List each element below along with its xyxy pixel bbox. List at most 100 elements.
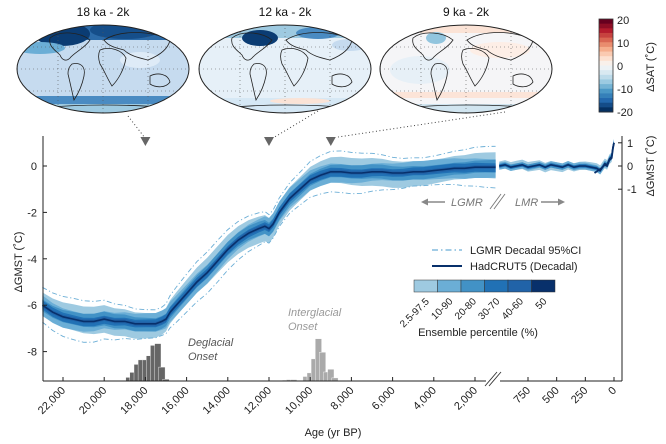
y-tick-label-right: -1 bbox=[627, 184, 637, 196]
colorbar-swatch bbox=[599, 42, 613, 48]
continent-outline bbox=[461, 48, 490, 87]
legend-percentile-title: Ensemble percentile (%) bbox=[418, 327, 538, 339]
right-arrow-icon bbox=[558, 198, 565, 206]
onset-histograms bbox=[125, 338, 339, 382]
continent-outline bbox=[512, 73, 534, 88]
colorbar-swatch bbox=[599, 107, 613, 113]
x-tick-label: 8,000 bbox=[329, 385, 357, 413]
lgmr-lmr-annotation: LGMR LMR bbox=[421, 193, 565, 210]
continent-outline bbox=[412, 32, 454, 61]
legend-percentile-label: 2.5-97.5 bbox=[398, 296, 432, 330]
ensemble-band-20-80 bbox=[42, 159, 496, 332]
y-axis-label-right: ΔGMST (˚C) bbox=[645, 136, 657, 197]
map-markers bbox=[140, 137, 336, 146]
legend-percentile-label: 50 bbox=[534, 296, 550, 312]
colorbar-swatch bbox=[599, 37, 613, 43]
x-tick-label: 2,000 bbox=[452, 385, 480, 413]
colorbar-swatch bbox=[599, 56, 613, 62]
x-tick-label: 0 bbox=[606, 385, 619, 398]
colorbar-swatch bbox=[599, 79, 613, 85]
legend-ci-label: LGMR Decadal 95%CI bbox=[470, 245, 581, 257]
continent-outline bbox=[49, 32, 91, 61]
x-tick-label: 22,000 bbox=[36, 385, 68, 417]
continent-outline bbox=[98, 48, 127, 87]
map-outline bbox=[198, 24, 372, 114]
legend-percentile-swatch bbox=[507, 279, 532, 293]
colorbar-swatch bbox=[599, 93, 613, 99]
map-18ka bbox=[17, 25, 189, 113]
ensemble-bands-lgmr bbox=[41, 145, 496, 343]
y-tick-label-left: -4 bbox=[27, 254, 37, 266]
connector-9ka bbox=[337, 111, 506, 138]
y-axis-label-left: ΔGMST (˚C) bbox=[13, 232, 25, 293]
continent-outline bbox=[285, 32, 353, 61]
legend-percentile-swatch bbox=[437, 279, 462, 293]
colorbar: 20 10 0 -10 -20 ΔSAT (˚C) bbox=[598, 15, 657, 119]
y-tick-label-right: 1 bbox=[627, 138, 633, 150]
colorbar-swatch bbox=[599, 98, 613, 104]
continent-outline bbox=[67, 63, 85, 101]
colorbar-swatch bbox=[599, 19, 613, 25]
map-outline bbox=[16, 24, 190, 114]
ensemble-band-2.5-97.5 bbox=[42, 152, 496, 339]
deglacial-onset-label-line1: Deglacial bbox=[188, 337, 234, 349]
continent-outline bbox=[231, 32, 273, 61]
x-tick-label: 6,000 bbox=[370, 385, 398, 413]
y-tick-label-left: -8 bbox=[27, 347, 37, 359]
legend-percentile-label: 20-80 bbox=[453, 296, 479, 322]
connector-12ka bbox=[272, 110, 319, 139]
interglacial-onset-label-line2: Onset bbox=[288, 321, 318, 333]
colorbar-swatch bbox=[599, 70, 613, 76]
legend-hadcrut-label: HadCRUT5 (Decadal) bbox=[470, 261, 578, 273]
x-tick-label: 12,000 bbox=[242, 385, 274, 417]
axis-break-mark bbox=[484, 371, 498, 387]
colorbar-tick: 0 bbox=[617, 61, 623, 73]
legend-percentile-label: 30-70 bbox=[477, 296, 503, 322]
y-tick-label-left: 0 bbox=[31, 161, 37, 173]
colorbar-swatch bbox=[599, 51, 613, 57]
colorbar-tick: -10 bbox=[617, 84, 633, 96]
interglacial-onset-label-line1: Interglacial bbox=[288, 307, 342, 319]
gmst-chart: 0 -2 -4 -6 -8 1 0 -1 22,000 20,000 18,000 16,000 1… bbox=[13, 136, 657, 439]
legend-percentile-swatch bbox=[531, 279, 556, 293]
map-title-9ka: 9 ka - 2k bbox=[443, 5, 490, 19]
x-tick-label: 750 bbox=[512, 385, 533, 406]
map-connectors bbox=[127, 110, 506, 139]
ensemble-band-30-70 bbox=[499, 141, 614, 173]
colorbar-tick: -20 bbox=[617, 107, 633, 119]
colorbar-swatch bbox=[599, 32, 613, 39]
axis-break-mark bbox=[488, 371, 502, 387]
x-tick-label: 500 bbox=[540, 385, 561, 406]
lgmr-label: LGMR bbox=[451, 197, 483, 209]
legend: LGMR Decadal 95%CI HadCRUT5 (Decadal) 2.… bbox=[398, 245, 581, 339]
legend-percentile-swatch bbox=[413, 279, 438, 293]
x-tick-label: 16,000 bbox=[159, 385, 191, 417]
legend-percentile-label: 10-90 bbox=[430, 296, 456, 322]
colorbar-swatch bbox=[599, 28, 613, 34]
colorbar-swatch bbox=[599, 23, 613, 29]
legend-percentile-swatch bbox=[484, 279, 509, 293]
continent-outline bbox=[331, 73, 353, 88]
colorbar-swatch bbox=[599, 60, 613, 66]
left-arrow-icon bbox=[421, 198, 428, 206]
break-mark bbox=[489, 193, 502, 210]
continent-outline bbox=[466, 32, 534, 61]
ci95-lower-line bbox=[42, 183, 496, 343]
deglacial-onset-label-line2: Onset bbox=[188, 351, 218, 363]
colorbar-swatch bbox=[599, 84, 613, 90]
legend-percentile-label: 40-60 bbox=[500, 296, 526, 322]
x-tick-label: 4,000 bbox=[411, 385, 439, 413]
y-tick-label-right: 0 bbox=[627, 161, 633, 173]
marker-triangle-icon bbox=[264, 137, 274, 146]
map-2-overlay bbox=[380, 25, 552, 113]
map-outline bbox=[379, 24, 553, 114]
marker-triangle-icon bbox=[140, 137, 151, 146]
hadcrut5-line bbox=[593, 142, 615, 174]
ensemble-bands-lmr bbox=[499, 139, 615, 175]
continent-outline bbox=[149, 73, 171, 88]
continent-outline bbox=[430, 63, 448, 101]
x-tick-label: 14,000 bbox=[201, 385, 233, 417]
break-mark bbox=[493, 193, 506, 210]
continent-outline bbox=[280, 48, 309, 87]
